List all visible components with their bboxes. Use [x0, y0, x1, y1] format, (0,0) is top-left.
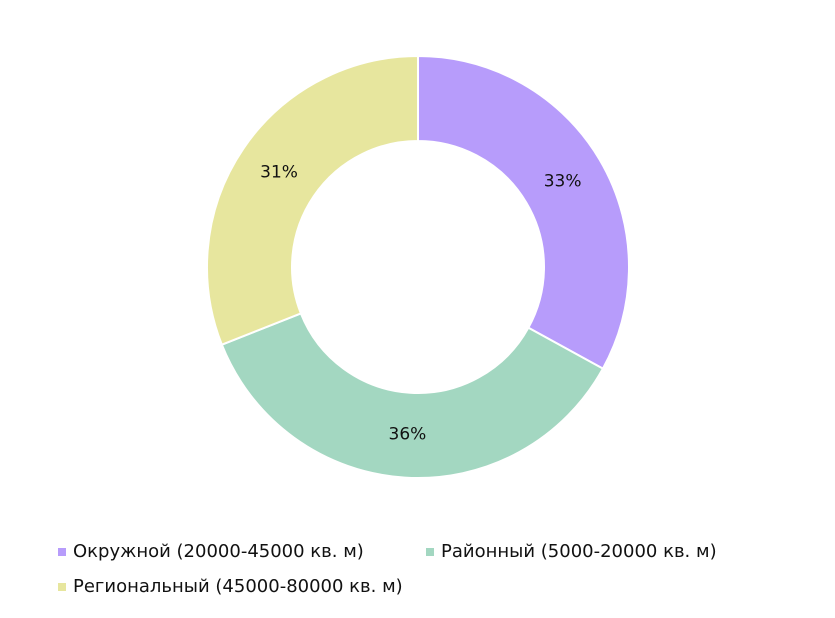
slice-label: 31% — [260, 163, 298, 183]
slice-label: 33% — [544, 171, 582, 191]
legend-text: Окружной (20000-45000 кв. м) — [73, 541, 364, 562]
donut-slice — [206, 54, 419, 346]
legend-text: Региональный (45000-80000 кв. м) — [73, 576, 403, 597]
legend-marker — [58, 583, 66, 591]
legend-marker — [426, 548, 434, 556]
legend-marker — [58, 548, 66, 556]
donut-slice — [220, 312, 605, 479]
slice-label: 36% — [389, 425, 427, 445]
legend-text: Районный (5000-20000 кв. м) — [441, 541, 717, 562]
donut-slice — [417, 54, 630, 371]
